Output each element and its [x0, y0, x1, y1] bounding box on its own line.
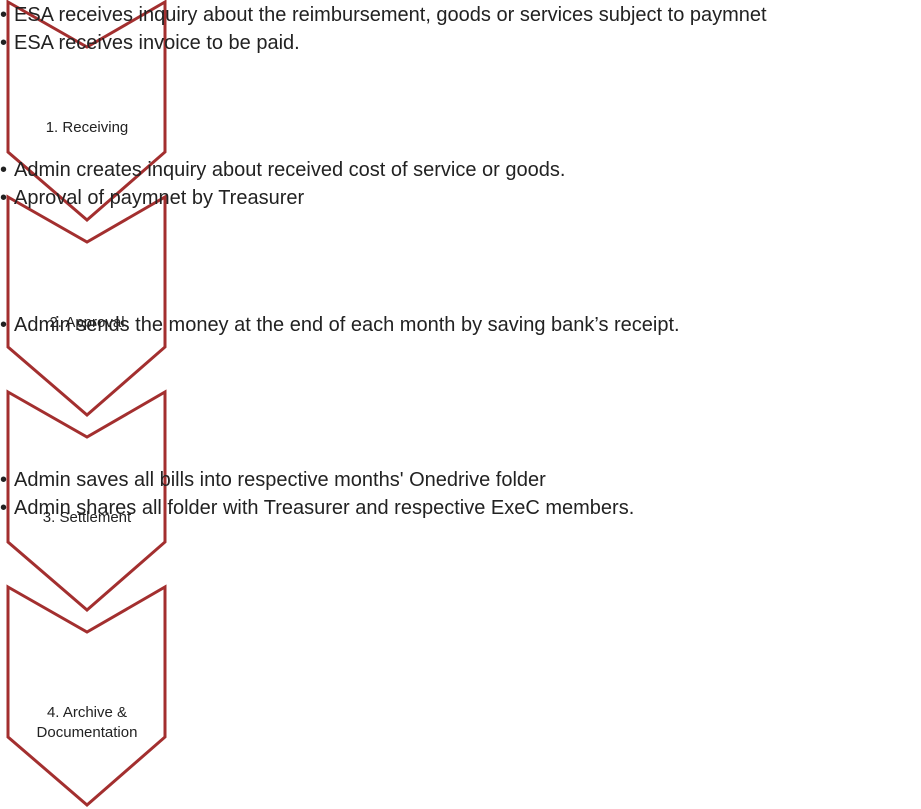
step-box: ESA receives inquiry about the reimburse… — [0, 3, 921, 155]
step-box: Admin sends the money at the end of each… — [0, 313, 921, 465]
bullet-text: ESA receives invoice to be paid. — [0, 31, 921, 56]
step-box: Admin creates inquiry about received cos… — [0, 158, 921, 310]
step-box: Admin saves all bills into respective mo… — [0, 468, 921, 620]
bullet-text: Admin saves all bills into respective mo… — [0, 468, 921, 493]
bullet-text: Admin shares all folder with Treasurer a… — [0, 496, 921, 521]
bullet-text: Admin creates inquiry about received cos… — [0, 158, 921, 183]
step-label: 1. Receiving — [45, 119, 129, 136]
bullet-text: Admin sends the money at the end of each… — [0, 313, 921, 338]
chevron — [6, 194, 167, 417]
bullet-text: Aproval of paymnet by Treasurer — [0, 186, 921, 211]
chevron — [6, 584, 167, 807]
step-label: 4. Archive & Documentation — [36, 704, 138, 741]
bullet-text: ESA receives inquiry about the reimburse… — [0, 3, 921, 28]
